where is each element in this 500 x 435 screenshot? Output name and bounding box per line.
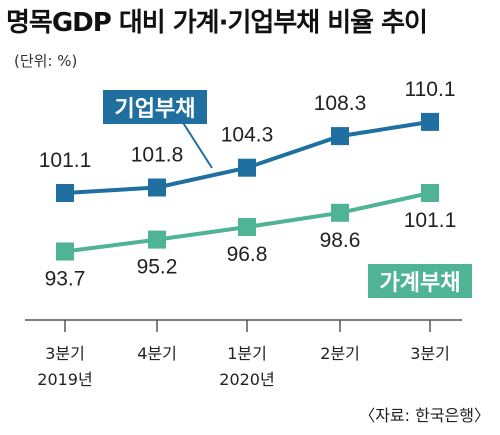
value-label-corporate: 108.3 <box>314 92 367 115</box>
legend-corporate-label: 기업부채 <box>115 97 196 122</box>
x-axis <box>25 319 462 332</box>
value-label-household: 95.2 <box>137 256 178 279</box>
value-label-household: 93.7 <box>45 268 86 291</box>
data-point-household <box>238 218 256 236</box>
value-label-household: 101.1 <box>404 209 457 232</box>
x-tick-label: 3분기 <box>410 344 450 363</box>
data-point-corporate <box>421 112 439 131</box>
value-labels: 101.1 101.8 104.3 108.3 110.1 93.7 95.2 96.8 98.… <box>39 78 457 291</box>
series-layer <box>56 112 439 261</box>
legend-corporate: 기업부채 <box>103 90 213 169</box>
data-point-corporate <box>238 158 256 177</box>
data-point-corporate <box>148 178 166 197</box>
data-point-household <box>421 184 439 202</box>
data-point-corporate <box>331 127 349 146</box>
value-label-household: 98.6 <box>320 229 361 252</box>
x-tick-label: 3분기 <box>45 344 85 363</box>
x-tick-label: 4분기 <box>137 344 177 363</box>
x-tick-label: 2019년 <box>37 370 92 389</box>
value-label-corporate: 104.3 <box>221 124 274 147</box>
data-point-corporate <box>56 184 74 202</box>
legend-corporate-badge <box>103 90 207 124</box>
legend-household-label: 가계부채 <box>380 271 461 296</box>
data-point-household <box>148 230 166 249</box>
source-note: 〈자료: 한국은행〉 <box>359 406 490 425</box>
unit-label: (단위: %) <box>14 52 78 70</box>
x-tick-label: 2020년 <box>219 370 274 389</box>
x-tick-label: 1분기 <box>227 344 267 363</box>
value-label-corporate: 110.1 <box>405 78 456 101</box>
value-label-household: 96.8 <box>227 243 268 266</box>
x-tick-label: 2분기 <box>320 344 360 363</box>
legend-household: 가계부채 <box>368 264 472 298</box>
x-tick-labels: 3분기 2019년 4분기 1분기 2020년 2분기 3분기 <box>37 344 450 389</box>
legend-household-badge <box>368 264 472 298</box>
legend-corporate-leader <box>179 117 213 169</box>
value-label-corporate: 101.8 <box>131 144 184 167</box>
value-label-corporate: 101.1 <box>39 149 92 172</box>
chart-title: 명목GDP 대비 가계·기업부채 비율 추이 <box>6 8 428 38</box>
data-point-household <box>56 242 74 261</box>
data-point-household <box>331 203 349 222</box>
